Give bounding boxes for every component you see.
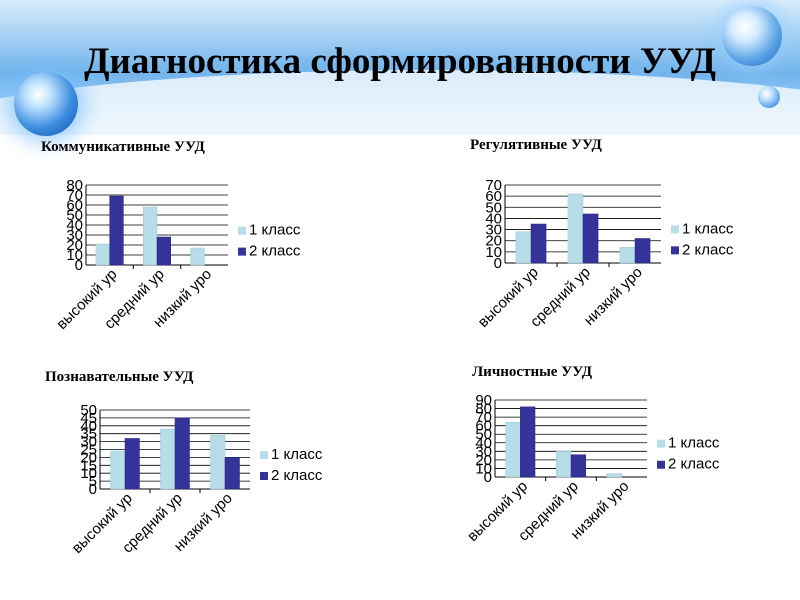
y-tick-label: 10 [66,247,83,264]
legend-swatch [671,246,679,255]
y-tick-label: 10 [80,465,97,482]
y-tick-label: 60 [66,197,83,214]
y-tick-label: 50 [66,207,83,224]
header-wave-light [0,70,800,135]
bar-2 [124,438,140,490]
bar-1 [606,473,622,478]
y-tick-label: 90 [475,392,492,409]
decor-orb-right [722,6,782,66]
y-tick-label: 0 [494,255,502,272]
legend-label: 2 класс [249,243,301,260]
legend-swatch [671,225,679,234]
y-tick-label: 20 [485,233,502,250]
y-tick-label: 30 [475,443,492,460]
y-tick-label: 80 [66,177,83,194]
legend-swatch [238,226,246,235]
decor-orb-left [14,72,78,136]
y-tick-label: 50 [475,426,492,443]
chart-title-personal: Личностные УУД [472,364,593,380]
y-tick-label: 20 [475,452,492,469]
y-tick-label: 30 [80,434,97,451]
y-tick-label: 10 [475,460,492,477]
y-tick-label: 50 [80,402,97,419]
y-tick-label: 40 [66,217,83,234]
y-tick-label: 45 [80,410,97,427]
y-tick-label: 30 [485,222,502,239]
bar-2 [174,417,190,490]
legend-label: 2 класс [668,456,720,473]
bar-1 [556,451,572,478]
y-tick-label: 15 [80,457,97,474]
y-tick-label: 10 [485,244,502,261]
legend-label: 1 класс [271,446,323,463]
page-title: Диагностика сформированности УУД [84,41,716,82]
y-tick-label: 0 [89,481,97,498]
y-tick-label: 35 [80,426,97,443]
legend-swatch [238,247,246,256]
legend-swatch [260,450,268,459]
y-tick-label: 0 [484,469,492,486]
legend-swatch [657,439,665,448]
y-tick-label: 30 [66,227,83,244]
bar-2 [570,454,586,478]
chart-title-communicative: Коммуникативные УУД [41,139,205,155]
y-tick-label: 40 [475,435,492,452]
header-background [0,0,800,135]
chart-title-regulatory: Регулятивные УУД [470,137,602,153]
chart-title-cognitive: Познавательные УУД [45,369,194,385]
legend-label: 2 класс [682,241,734,258]
y-tick-label: 60 [485,188,502,205]
y-tick-label: 70 [485,177,502,194]
y-tick-label: 5 [89,473,97,490]
y-tick-label: 40 [80,418,97,435]
y-tick-label: 0 [75,257,83,274]
decor-orb-small [758,86,780,108]
bar-2 [224,457,240,490]
bar-2 [582,213,599,264]
y-tick-label: 80 [475,401,492,418]
bar-2 [156,236,171,266]
bar-2 [109,195,124,266]
y-tick-label: 70 [475,409,492,426]
y-tick-label: 50 [485,199,502,216]
bar-1 [190,247,205,266]
y-tick-label: 70 [66,187,83,204]
legend-swatch [260,471,268,480]
bar-2 [520,406,536,478]
y-tick-label: 20 [80,449,97,466]
y-tick-label: 25 [80,442,97,459]
legend-label: 1 класс [668,435,720,452]
legend-label: 1 класс [249,222,301,239]
legend-label: 1 класс [682,220,734,237]
bar-1 [143,206,158,266]
bar-2 [634,238,651,264]
y-tick-label: 60 [475,418,492,435]
legend-label: 2 класс [271,467,323,484]
bar-1 [505,421,521,478]
bar-2 [530,223,547,264]
y-tick-label: 20 [66,237,83,254]
y-tick-label: 40 [485,210,502,227]
legend-swatch [657,460,665,469]
